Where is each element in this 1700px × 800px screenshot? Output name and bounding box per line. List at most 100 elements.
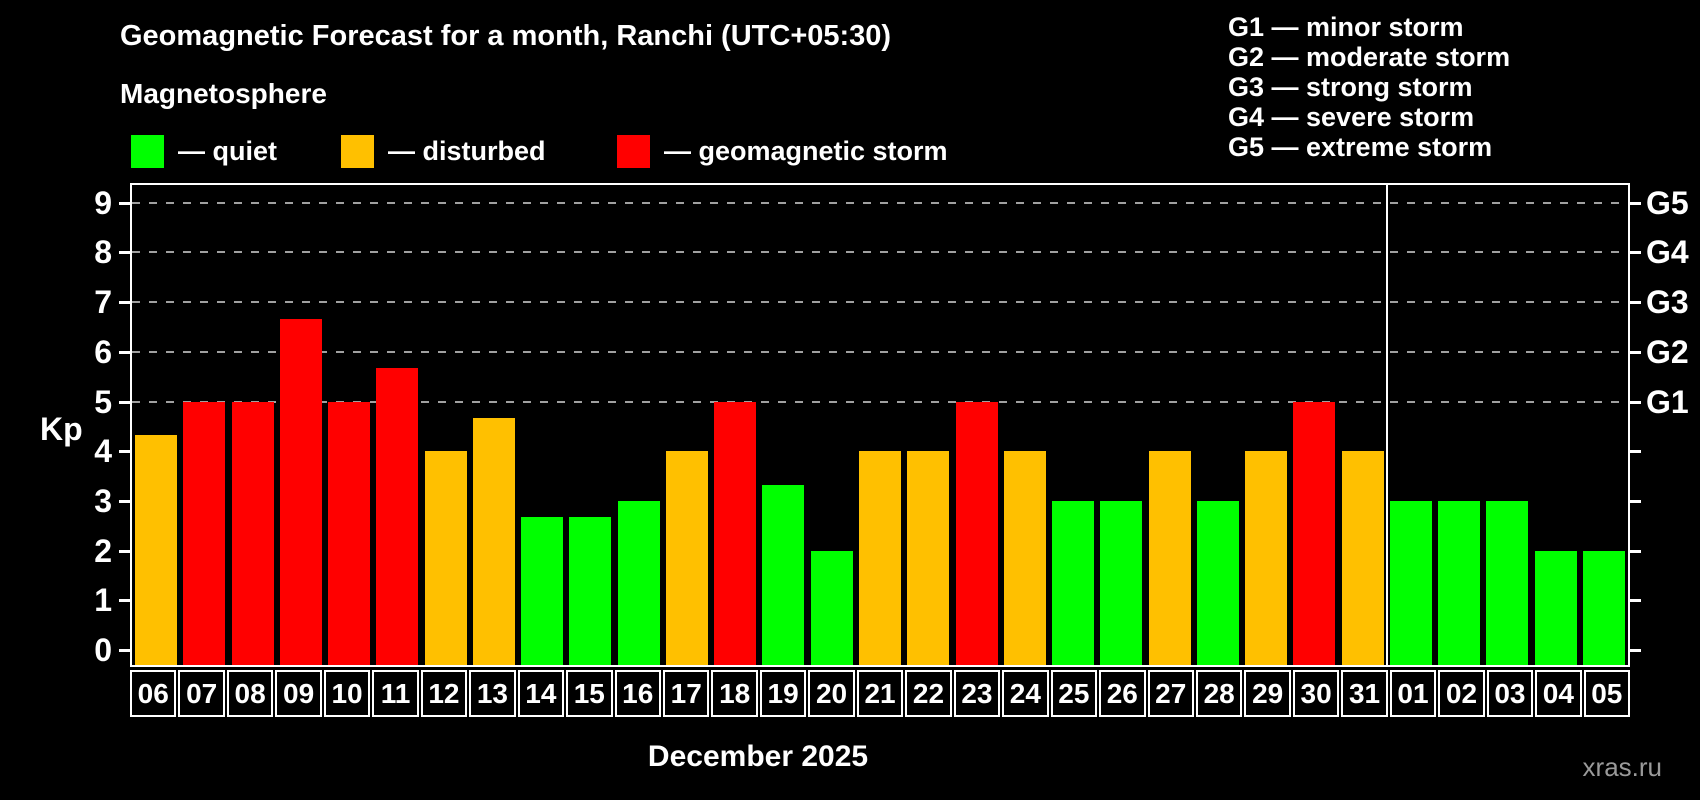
- bar-day-14: [521, 517, 564, 665]
- right-tick-2: [1629, 549, 1641, 553]
- gridline-kp-6: [132, 350, 1628, 353]
- day-cell-01: 01: [1389, 670, 1437, 717]
- legend-label-disturbed: — disturbed: [388, 136, 546, 166]
- y-tick-label-7: 7: [94, 284, 112, 321]
- left-tick-7: [119, 301, 131, 305]
- month-label: December 2025: [647, 740, 869, 773]
- g-tick-label-G5: G5: [1646, 184, 1689, 221]
- day-cell-05: 05: [1583, 670, 1631, 717]
- bar-day-30: [1293, 401, 1336, 665]
- day-cell-03: 03: [1486, 670, 1534, 717]
- bar-day-16: [617, 500, 660, 665]
- gridline-kp-8: [132, 251, 1628, 254]
- chart-subtitle: Magnetosphere: [120, 78, 327, 109]
- day-cell-30: 30: [1292, 670, 1340, 717]
- bar-day-06: [135, 434, 178, 665]
- left-tick-8: [119, 251, 131, 255]
- left-tick-4: [119, 450, 131, 454]
- bar-day-10: [328, 401, 371, 665]
- gridline-kp-5: [132, 400, 1628, 403]
- plot-canvas: [132, 185, 1628, 665]
- g-tick-label-G4: G4: [1646, 234, 1689, 271]
- bar-day-15: [569, 517, 612, 665]
- g-tick-label-G1: G1: [1646, 383, 1689, 420]
- bar-day-29: [1245, 451, 1288, 665]
- g-legend-line-5: G5 — extreme storm: [1228, 132, 1493, 162]
- bar-day-19: [762, 484, 805, 665]
- right-tick-3: [1629, 499, 1641, 503]
- day-cell-04: 04: [1535, 670, 1582, 717]
- bar-day-23: [955, 401, 998, 665]
- legend-swatch-disturbed-icon: [341, 135, 374, 168]
- day-cell-08: 08: [226, 670, 274, 717]
- day-cell-10: 10: [323, 670, 371, 717]
- y-tick-label-2: 2: [94, 532, 112, 569]
- g-legend-line-3: G3 — strong storm: [1228, 72, 1473, 102]
- day-cell-07: 07: [178, 670, 225, 717]
- day-cell-14: 14: [517, 670, 565, 717]
- legend-swatch-storm-icon: [617, 135, 650, 168]
- day-cell-12: 12: [420, 670, 468, 717]
- left-tick-9: [119, 201, 131, 205]
- y-tick-label-0: 0: [94, 632, 112, 668]
- day-cell-02: 02: [1438, 670, 1485, 717]
- bar-day-07: [183, 401, 226, 665]
- gridline-kp-7: [132, 301, 1628, 304]
- day-cell-09: 09: [275, 670, 322, 717]
- bar-day-04: [1534, 550, 1577, 665]
- bar-day-12: [424, 451, 467, 665]
- day-cell-06: 06: [130, 670, 177, 717]
- g-legend-line-4: G4 — severe storm: [1228, 102, 1475, 132]
- bar-day-09: [279, 318, 322, 665]
- y-tick-label-3: 3: [94, 482, 112, 519]
- bar-day-31: [1341, 451, 1384, 665]
- bar-day-22: [907, 451, 950, 665]
- chart-title: Geomagnetic Forecast for a month, Ranchi…: [120, 20, 892, 52]
- legend-swatch-quiet-icon: [131, 135, 164, 168]
- y-tick-label-6: 6: [94, 333, 112, 370]
- day-cell-21: 21: [856, 670, 904, 717]
- day-cell-23: 23: [953, 670, 1001, 717]
- day-cell-31: 31: [1341, 670, 1388, 717]
- right-tick-0: [1629, 649, 1641, 652]
- day-cell-18: 18: [711, 670, 758, 717]
- day-cell-28: 28: [1195, 670, 1243, 717]
- x-axis-day-row: 06 07 08 09 10 11 12 13 14 15 16 17 18 19 20 21 22 23 24 25…: [130, 670, 1631, 717]
- left-tick-6: [119, 350, 131, 354]
- bar-day-05: [1582, 550, 1625, 665]
- y-tick-label-8: 8: [94, 234, 112, 271]
- bar-day-02: [1438, 500, 1481, 665]
- bar-day-03: [1486, 500, 1529, 665]
- legend-label-quiet: — quiet: [178, 136, 277, 166]
- left-tick-5: [119, 400, 131, 404]
- y-tick-label-9: 9: [94, 184, 112, 221]
- bar-day-13: [472, 417, 515, 665]
- month-divider-line: [1385, 185, 1388, 665]
- bar-day-21: [859, 451, 901, 665]
- day-cell-20: 20: [808, 670, 855, 717]
- day-cell-17: 17: [662, 670, 710, 717]
- y-tick-label-4: 4: [94, 433, 112, 470]
- bar-day-17: [665, 451, 708, 665]
- plot-area: [130, 183, 1630, 667]
- g-tick-label-G3: G3: [1646, 284, 1689, 321]
- bar-day-27: [1148, 451, 1191, 665]
- right-tick-8: [1629, 251, 1641, 255]
- day-cell-19: 19: [759, 670, 807, 717]
- bar-day-11: [376, 368, 419, 665]
- legend-item-disturbed: — disturbed: [341, 135, 546, 168]
- left-tick-1: [119, 599, 131, 603]
- right-tick-9: [1629, 201, 1641, 205]
- right-tick-7: [1629, 301, 1641, 305]
- bar-day-25: [1052, 500, 1095, 665]
- left-tick-3: [119, 499, 131, 503]
- g-tick-label-G2: G2: [1646, 333, 1689, 370]
- bar-day-28: [1196, 500, 1239, 665]
- y-tick-label-5: 5: [94, 383, 112, 420]
- day-cell-16: 16: [614, 670, 661, 717]
- day-cell-15: 15: [566, 670, 613, 717]
- bar-day-26: [1100, 500, 1143, 665]
- bar-day-01: [1389, 500, 1432, 665]
- legend-item-quiet: — quiet: [131, 135, 277, 168]
- right-tick-5: [1629, 400, 1641, 404]
